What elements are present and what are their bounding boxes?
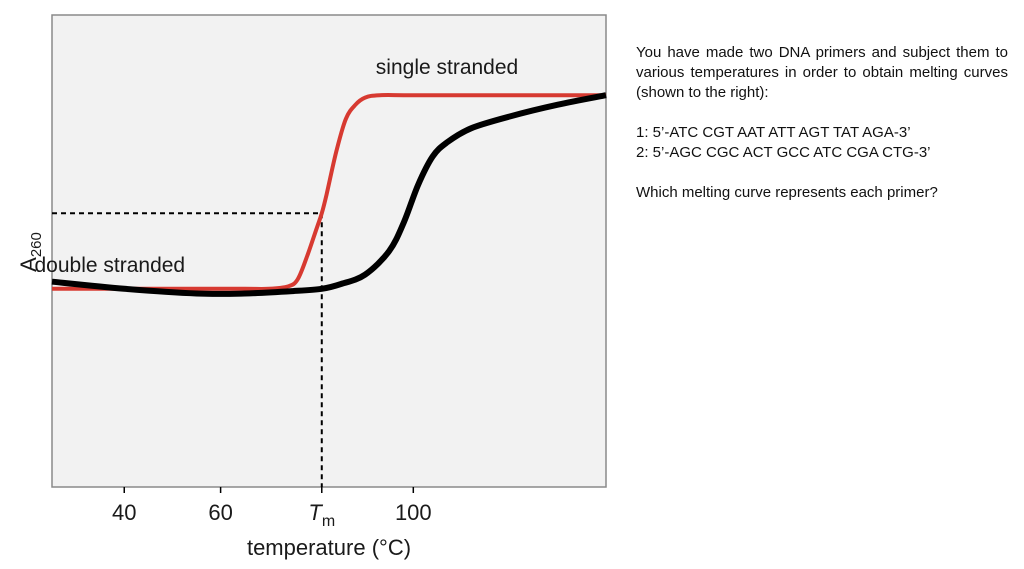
x-tick-label: 100 [395,500,432,525]
question-intro: You have made two DNA primers and subjec… [636,44,1008,101]
question-prompt: Which melting curve represents each prim… [636,184,938,201]
single-stranded-label: single stranded [376,56,518,79]
primer-1-sequence: 1: 5’-ATC CGT AAT ATT AGT TAT AGA-3’ [636,124,911,141]
black-melting-curve [51,92,607,297]
question-text: You have made two DNA primers and subjec… [636,43,1008,203]
plot-area [51,14,607,488]
x-axis-title: temperature (°C) [247,535,411,560]
y-axis-title: A260 [16,232,45,272]
x-tick-label: 40 [112,500,136,525]
primer-2-sequence: 2: 5’-AGC CGC ACT GCC ATC CGA CTG-3’ [636,144,931,161]
x-tick-label: 60 [208,500,232,525]
double-stranded-label: double stranded [34,254,185,277]
red-melting-curve [52,93,606,291]
tm-tick-label: Tm [308,500,335,530]
melting-curve-chart: single stranded double stranded 40 60 100 Tm… [16,14,607,560]
